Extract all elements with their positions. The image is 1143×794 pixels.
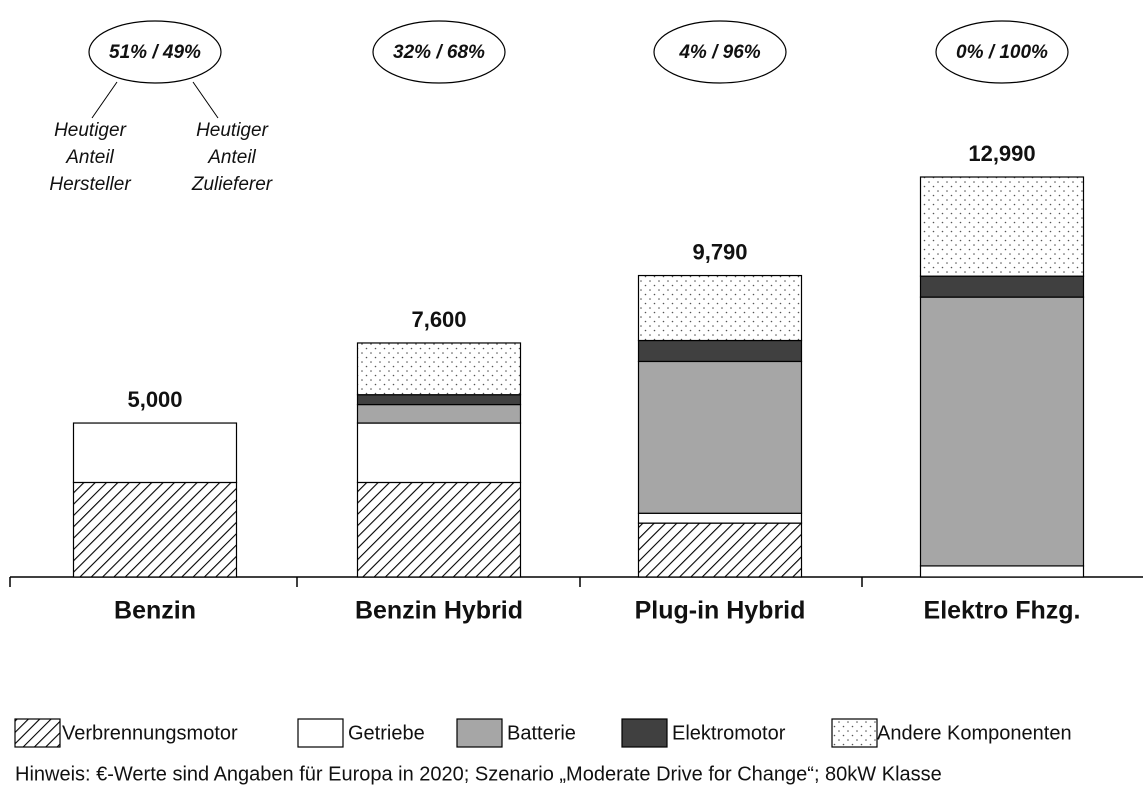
share-ellipse bbox=[653, 20, 787, 84]
x-tick-label: Benzin Hybrid bbox=[355, 597, 523, 625]
annotation: Heutiger bbox=[196, 120, 268, 141]
bar-segment bbox=[919, 565, 1085, 578]
x-tick-label: Plug-in Hybrid bbox=[635, 597, 806, 625]
annotation: Zulieferer bbox=[191, 174, 273, 195]
share-label: 51% / 49% bbox=[109, 42, 201, 63]
total-label: 9,790 bbox=[692, 239, 747, 264]
bar-segment bbox=[356, 342, 522, 396]
bar-segment bbox=[356, 394, 522, 406]
annotation-connector bbox=[192, 81, 219, 119]
legend-swatch bbox=[456, 718, 503, 748]
legend-label: Verbrennungsmotor bbox=[62, 722, 238, 744]
bar-segment bbox=[637, 512, 803, 524]
bar-segment bbox=[72, 481, 238, 578]
bar-segment bbox=[356, 481, 522, 578]
share-label: 32% / 68% bbox=[393, 42, 485, 63]
bar-segment bbox=[637, 274, 803, 342]
x-tick-label: Elektro Fhzg. bbox=[924, 597, 1081, 625]
x-tick-label: Benzin bbox=[114, 597, 196, 625]
bar-segment bbox=[637, 522, 803, 578]
share-ellipse bbox=[372, 20, 506, 84]
share-label: 4% / 96% bbox=[678, 42, 760, 63]
annotation: Anteil bbox=[65, 147, 114, 168]
bar-segment bbox=[637, 339, 803, 363]
bar-segment bbox=[356, 403, 522, 424]
total-label: 7,600 bbox=[411, 307, 466, 332]
share-label: 0% / 100% bbox=[956, 42, 1048, 63]
legend-swatch bbox=[621, 718, 668, 748]
legend-label: Elektromotor bbox=[672, 722, 786, 744]
share-ellipse bbox=[935, 20, 1069, 84]
bar-segment bbox=[72, 422, 238, 484]
total-label: 5,000 bbox=[127, 387, 182, 412]
bar-segment bbox=[919, 176, 1085, 277]
bar-segment bbox=[356, 422, 522, 484]
legend-swatch bbox=[831, 718, 878, 748]
annotation: Hersteller bbox=[49, 174, 131, 195]
bar-segment bbox=[637, 360, 803, 514]
total-label: 12,990 bbox=[968, 141, 1035, 166]
legend-swatch bbox=[14, 718, 61, 748]
bar-segment bbox=[919, 296, 1085, 567]
annotation-connector bbox=[91, 81, 118, 119]
legend-label: Getriebe bbox=[348, 722, 425, 744]
bar-segment bbox=[919, 275, 1085, 298]
annotation: Anteil bbox=[207, 147, 256, 168]
legend-swatch bbox=[297, 718, 344, 748]
footnote: Hinweis: €-Werte sind Angaben für Europa… bbox=[15, 763, 942, 785]
legend-label: Andere Komponenten bbox=[877, 722, 1072, 744]
annotation: Heutiger bbox=[54, 120, 126, 141]
legend-label: Batterie bbox=[507, 722, 576, 744]
share-ellipse bbox=[88, 20, 222, 84]
